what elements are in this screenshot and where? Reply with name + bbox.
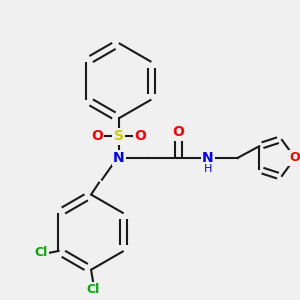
Text: O: O [91, 129, 103, 143]
Text: N: N [113, 151, 124, 165]
Text: O: O [135, 129, 146, 143]
Text: O: O [172, 125, 184, 139]
Text: O: O [290, 152, 300, 164]
Text: Cl: Cl [86, 283, 100, 296]
Text: H: H [204, 164, 212, 174]
Text: S: S [114, 129, 124, 143]
Text: Cl: Cl [34, 247, 47, 260]
Text: N: N [202, 151, 214, 165]
